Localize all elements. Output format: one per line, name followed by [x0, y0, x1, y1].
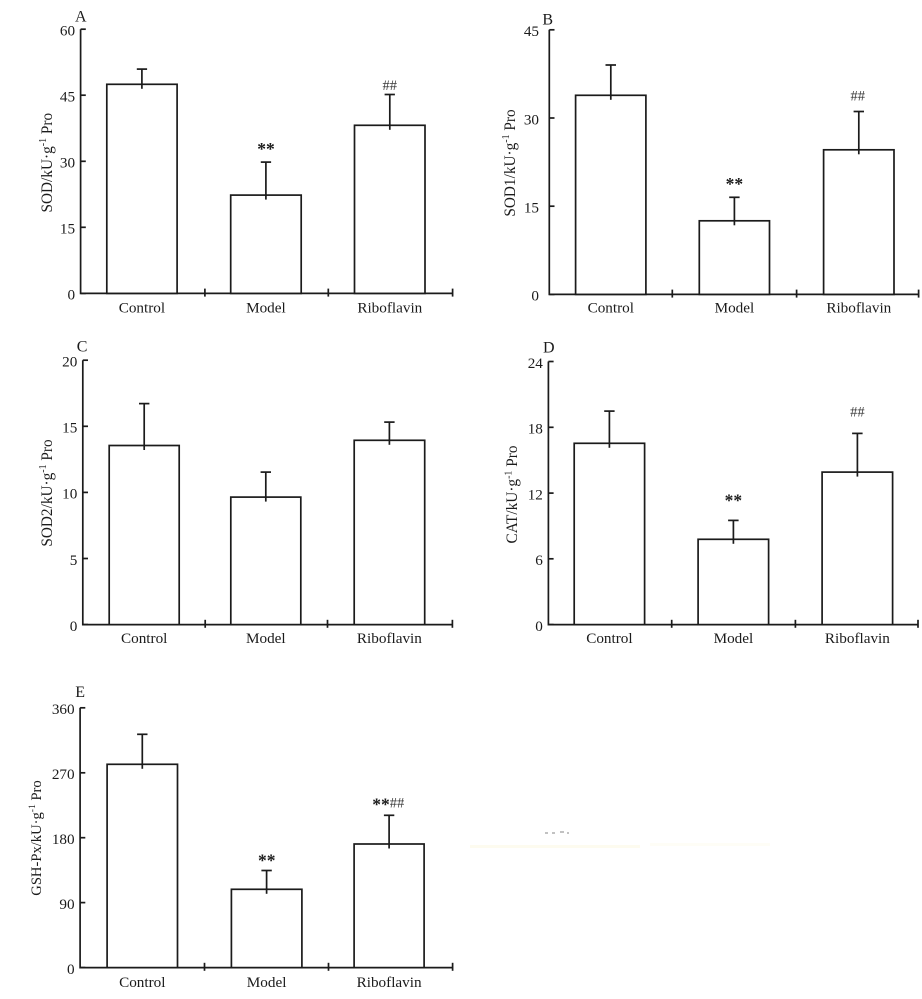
svg-text:Control: Control [586, 630, 632, 647]
svg-text:0: 0 [535, 618, 543, 635]
svg-text:Model: Model [715, 300, 755, 317]
svg-text:20: 20 [62, 354, 78, 371]
svg-text:180: 180 [52, 831, 75, 848]
svg-text:Control: Control [121, 630, 167, 647]
svg-text:Model: Model [246, 300, 286, 317]
svg-text:SOD/kU·g-1 Pro: SOD/kU·g-1 Pro [38, 112, 56, 212]
svg-text:A: A [75, 8, 87, 25]
svg-text:CAT/kU·g-1 Pro: CAT/kU·g-1 Pro [503, 445, 521, 543]
svg-text:Control: Control [119, 974, 165, 991]
svg-text:D: D [543, 339, 555, 356]
svg-text:90: 90 [59, 896, 75, 913]
svg-text:Riboflavin: Riboflavin [357, 630, 422, 647]
svg-text:**##: **## [372, 795, 404, 815]
svg-text:**: ** [258, 851, 276, 871]
svg-text:12: 12 [528, 486, 543, 503]
svg-text:Riboflavin: Riboflavin [357, 974, 422, 991]
svg-text:45: 45 [524, 23, 539, 40]
svg-text:**: ** [726, 174, 744, 194]
svg-text:60: 60 [60, 23, 76, 40]
svg-text:B: B [542, 11, 553, 28]
svg-text:360: 360 [52, 701, 75, 718]
svg-text:30: 30 [524, 111, 540, 128]
svg-text:6: 6 [535, 552, 543, 569]
svg-text:15: 15 [62, 420, 77, 437]
svg-text:GSH-Px/kU·g-1 Pro: GSH-Px/kU·g-1 Pro [27, 780, 45, 895]
svg-text:##: ## [383, 78, 398, 94]
svg-text:0: 0 [68, 287, 76, 304]
svg-text:##: ## [851, 88, 866, 104]
svg-text:Riboflavin: Riboflavin [825, 630, 890, 647]
svg-text:Control: Control [119, 300, 165, 317]
svg-text:**: ** [725, 490, 743, 510]
svg-text:C: C [77, 338, 88, 355]
svg-text:Riboflavin: Riboflavin [826, 300, 891, 317]
svg-text:0: 0 [531, 288, 539, 305]
svg-text:##: ## [850, 405, 865, 421]
svg-text:**: ** [257, 139, 275, 159]
svg-text:Model: Model [714, 630, 754, 647]
svg-text:Control: Control [588, 300, 634, 317]
svg-text:270: 270 [52, 766, 75, 783]
svg-text:0: 0 [70, 618, 78, 635]
svg-text:15: 15 [60, 221, 75, 238]
svg-text:SOD2/kU·g-1 Pro: SOD2/kU·g-1 Pro [38, 439, 56, 547]
svg-text:E: E [75, 684, 85, 701]
svg-text:Model: Model [246, 630, 286, 647]
svg-text:0: 0 [67, 961, 75, 978]
svg-text:18: 18 [528, 421, 544, 438]
svg-text:30: 30 [60, 155, 76, 172]
svg-text:24: 24 [528, 355, 544, 372]
svg-text:45: 45 [60, 89, 75, 106]
svg-text:SOD1/kU·g-1 Pro: SOD1/kU·g-1 Pro [501, 109, 519, 217]
svg-text:Riboflavin: Riboflavin [357, 300, 422, 317]
svg-text:10: 10 [62, 486, 78, 503]
svg-text:15: 15 [524, 200, 539, 217]
svg-text:Model: Model [247, 974, 287, 991]
svg-text:5: 5 [70, 552, 78, 569]
